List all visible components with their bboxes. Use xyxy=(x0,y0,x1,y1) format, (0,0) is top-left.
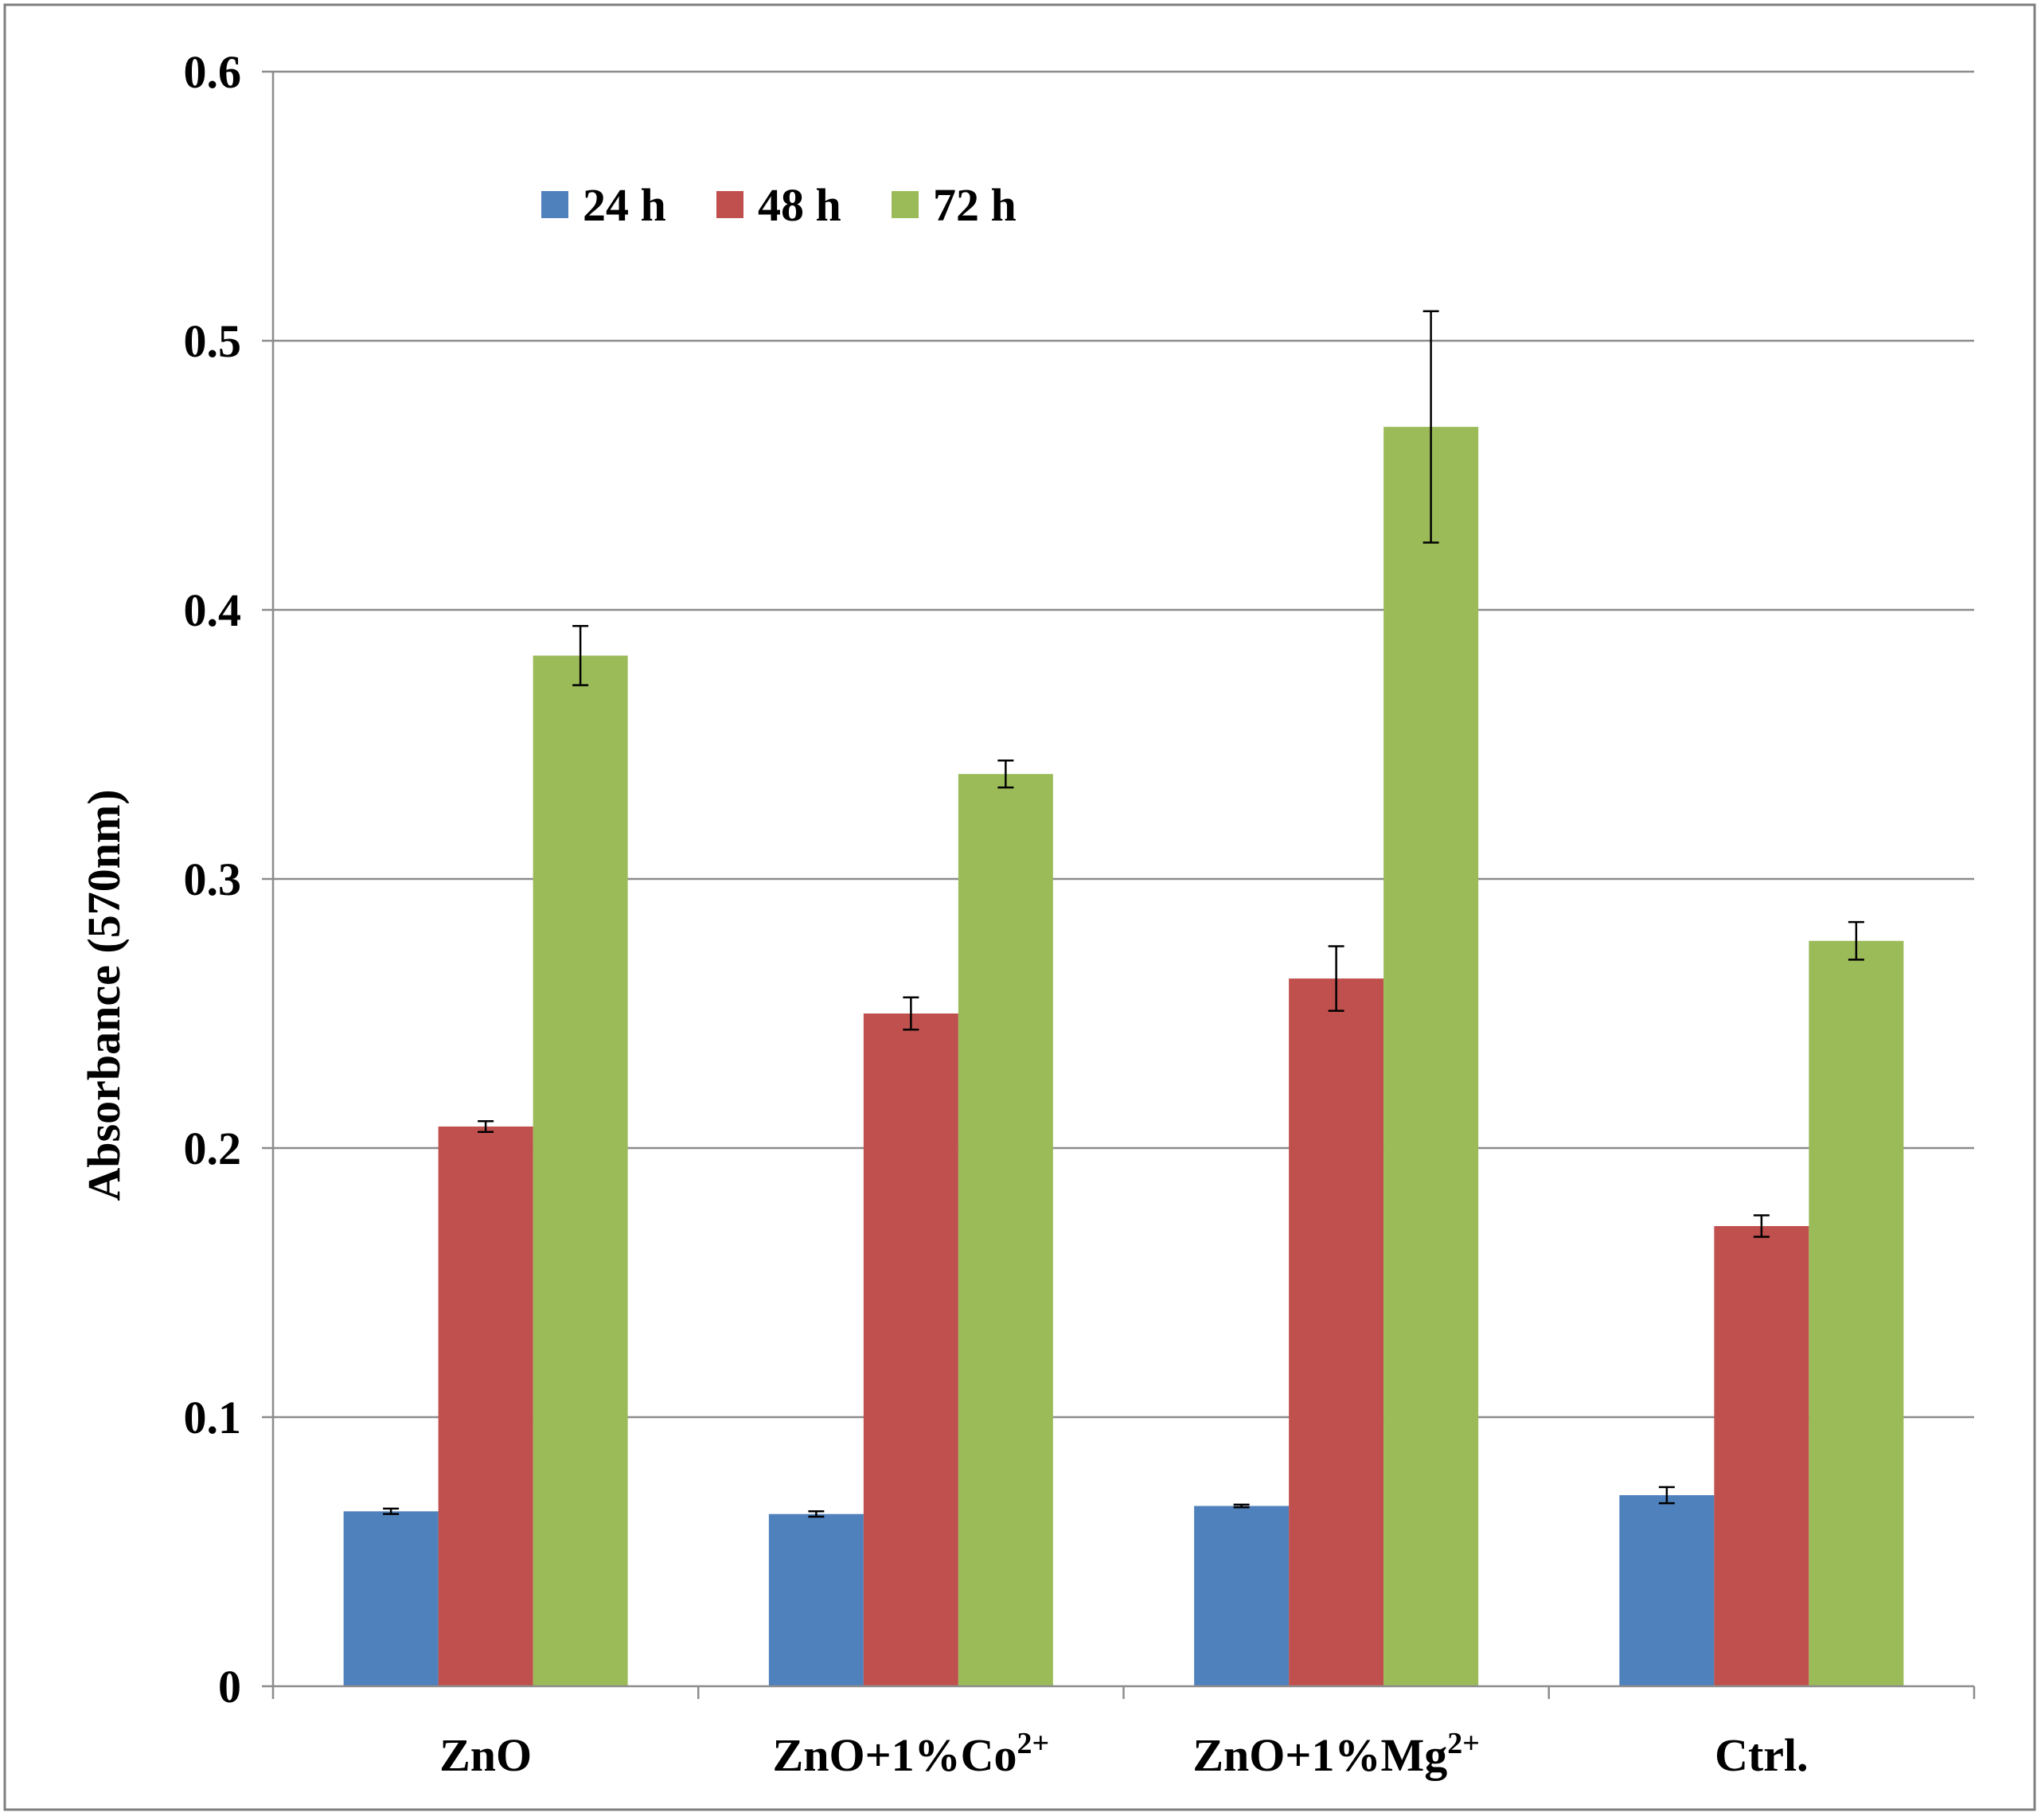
x-tick-label: ZnO xyxy=(439,1729,532,1781)
bar xyxy=(343,1511,439,1686)
legend-label: 48 h xyxy=(758,179,841,231)
legend-swatch xyxy=(892,191,919,218)
y-tick-label: 0 xyxy=(218,1661,241,1713)
axes: 0 0.1 0.2 0.3 0.4 0.5 0.6 ZnO ZnO+1%Co2+ ZnO+1%Mg… xyxy=(184,46,1976,1781)
bar xyxy=(768,1513,864,1686)
legend-label: 24 h xyxy=(583,179,666,231)
x-tick-label: Ctrl. xyxy=(1715,1729,1809,1781)
y-axis-label: Absorbance (570nm) xyxy=(78,789,130,1201)
y-tick-label: 0.2 xyxy=(184,1123,242,1174)
bar xyxy=(1194,1506,1290,1686)
bar xyxy=(1714,1226,1809,1686)
legend-swatch xyxy=(541,191,568,218)
bar xyxy=(1809,940,1904,1686)
y-tick-label: 0.5 xyxy=(184,315,242,367)
bar xyxy=(863,1013,958,1686)
x-tick-label: ZnO+1%Mg2+ xyxy=(1192,1727,1480,1781)
legend-swatch xyxy=(716,191,743,218)
y-tick-label: 0.1 xyxy=(184,1392,242,1443)
legend-label: 72 h xyxy=(933,179,1017,231)
bars xyxy=(343,310,1904,1687)
bar xyxy=(1619,1495,1715,1686)
legend: 24 h 48 h 72 h xyxy=(541,179,1017,231)
bar xyxy=(1383,427,1479,1687)
bar xyxy=(438,1126,533,1686)
y-tick-label: 0.4 xyxy=(184,584,242,636)
bar xyxy=(533,655,628,1687)
y-tick-label: 0.3 xyxy=(184,853,242,905)
bar xyxy=(1289,978,1384,1686)
bar xyxy=(958,774,1053,1687)
x-tick-label: ZnO+1%Co2+ xyxy=(773,1727,1050,1781)
y-tick-label: 0.6 xyxy=(184,46,242,98)
